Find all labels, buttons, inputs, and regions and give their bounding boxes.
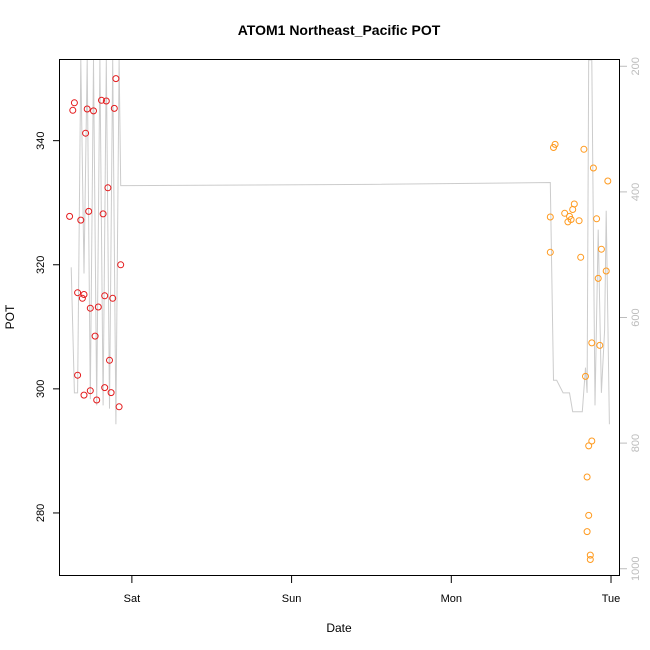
data-point [589,164,597,172]
data-point [86,387,94,395]
data-point [101,292,109,300]
data-point [82,129,90,137]
data-point [86,304,94,312]
data-point [586,551,594,559]
plot-frame [59,59,620,576]
chart-title: ATOM1 Northeast_Pacific POT [238,22,441,38]
data-point [593,215,601,223]
right-tick-label: 800 [630,434,642,452]
x-tick-label: Mon [441,593,462,605]
data-point [596,341,604,349]
y-tick-label: 320 [35,256,47,274]
data-point [91,332,99,340]
data-point [104,184,112,192]
data-point [78,294,86,302]
data-point [585,511,593,519]
data-point [99,210,107,218]
data-point [109,294,117,302]
data-point [561,209,569,217]
data-point [570,200,578,208]
data-point [93,396,101,404]
data-point [575,217,583,225]
right-tick-label: 600 [630,308,642,326]
data-point [567,216,575,223]
pressure-line-group [70,59,610,425]
data-point [117,261,125,269]
data-point [115,403,123,411]
data-point [585,442,593,450]
y-axis: 280 300 320 340 [35,131,60,522]
data-point [66,212,74,220]
y-tick-label: 340 [35,131,47,149]
data-point [74,289,82,297]
data-point [80,391,88,399]
data-point [70,99,78,107]
data-point [588,437,596,445]
data-point [83,105,91,113]
data-point [582,372,589,380]
data-point [107,389,115,397]
right-tick-label: 1000 [630,556,642,580]
y-axis-label: POT [3,304,17,329]
data-point [594,274,602,282]
y-tick-label: 300 [35,380,47,398]
data-point [102,97,110,105]
pressure-line [70,59,610,425]
data-points-group [66,75,612,563]
data-point [98,96,105,104]
data-point [106,356,113,364]
right-tick-label: 200 [630,57,642,75]
data-point [101,384,109,392]
data-point [602,267,610,275]
data-point [77,216,85,224]
data-point [85,207,93,215]
data-point [577,253,585,261]
data-point [546,213,554,221]
right-tick-label: 400 [630,183,642,201]
data-point [112,75,120,83]
y-tick-label: 280 [35,504,47,522]
x-tick-label: Sun [282,593,302,605]
data-point [586,556,594,563]
data-point [583,473,591,481]
data-point [551,140,559,148]
data-point [94,303,102,311]
right-axis: 200 400 600 800 1000 [620,57,642,581]
data-point [583,528,591,536]
x-tick-label: Tue [602,593,621,605]
x-tick-label: Sat [124,593,141,605]
data-point [80,291,88,298]
x-axis-label: Date [326,621,352,635]
data-point [597,245,605,253]
data-point [90,107,97,115]
data-point [69,106,77,114]
data-point [110,104,118,112]
data-point [580,145,588,153]
x-axis: Sat Sun Mon Tue [124,576,621,605]
data-point [74,371,82,379]
data-point [546,248,554,256]
data-point [588,339,596,347]
data-point [604,177,612,185]
